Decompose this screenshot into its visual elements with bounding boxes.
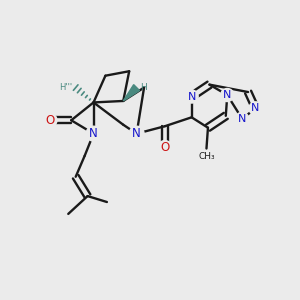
Text: N: N: [188, 92, 196, 101]
Circle shape: [129, 126, 144, 141]
Text: CH₃: CH₃: [198, 152, 215, 161]
Circle shape: [185, 90, 198, 103]
Circle shape: [221, 88, 234, 102]
Text: O: O: [46, 114, 55, 127]
Circle shape: [44, 114, 57, 127]
Circle shape: [86, 126, 101, 141]
Circle shape: [158, 140, 171, 154]
Text: N: N: [132, 127, 141, 140]
Text: H''': H''': [59, 83, 72, 92]
Polygon shape: [123, 85, 140, 101]
Circle shape: [249, 102, 262, 115]
Text: N: N: [89, 127, 98, 140]
Text: N: N: [223, 90, 232, 100]
Text: N: N: [251, 103, 260, 113]
Text: O: O: [160, 140, 170, 154]
Circle shape: [236, 112, 249, 125]
Text: H: H: [140, 83, 147, 92]
Text: N: N: [238, 114, 246, 124]
